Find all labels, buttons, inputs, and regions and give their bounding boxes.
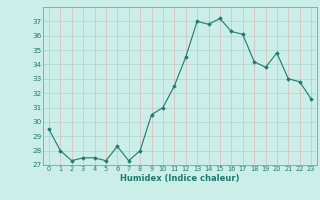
X-axis label: Humidex (Indice chaleur): Humidex (Indice chaleur) <box>120 174 240 183</box>
